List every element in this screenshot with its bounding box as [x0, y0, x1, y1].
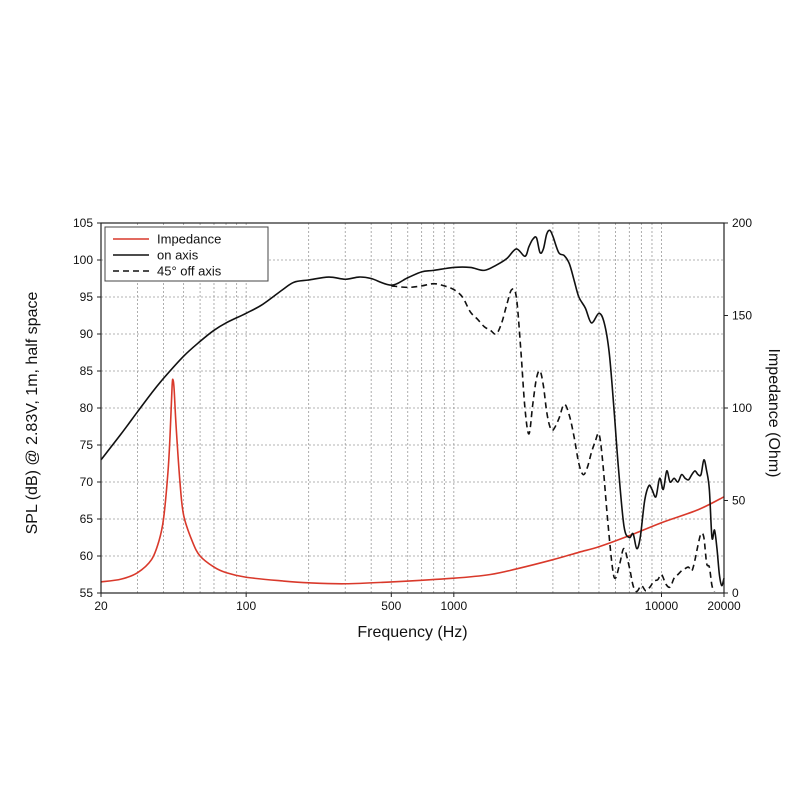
- x-tick-label: 20000: [707, 599, 741, 613]
- series-layer: [100, 229, 725, 593]
- y-tick-label: 65: [80, 512, 94, 526]
- legend-label-impedance: Impedance: [157, 232, 221, 247]
- x-axis-title: Frequency (Hz): [357, 624, 467, 641]
- y-axis-title: SPL (dB) @ 2.83V, 1m, half space: [24, 292, 41, 535]
- y-tick-label: 90: [80, 327, 94, 341]
- y2-tick-label: 50: [732, 494, 746, 508]
- series-impedance: [100, 378, 725, 585]
- legend-box: [104, 226, 269, 282]
- x-tick-label: 20: [94, 599, 108, 613]
- y-tick-label: 55: [80, 586, 94, 600]
- y-tick-label: 80: [80, 401, 94, 415]
- y2-axis-title: Impedance (Ohm): [765, 349, 782, 478]
- y-tick-label: 70: [80, 475, 94, 489]
- x-tick-label: 10000: [645, 599, 679, 613]
- y2-tick-label: 0: [732, 586, 739, 600]
- legend: Impedance on axis 45° off axis: [104, 226, 269, 282]
- legend-label-off-axis: 45° off axis: [157, 264, 222, 279]
- y2-tick-label: 150: [732, 309, 752, 323]
- x-tick-label: 500: [381, 599, 401, 613]
- x-tick-label: 1000: [440, 599, 467, 613]
- y-tick-label: 75: [80, 438, 94, 452]
- y-tick-label: 60: [80, 549, 94, 563]
- y-tick-label: 105: [73, 216, 93, 230]
- y2-tick-label: 200: [732, 216, 752, 230]
- series-on-axis: [100, 229, 725, 587]
- y2-tick-label: 100: [732, 401, 752, 415]
- tick-layer: 20 100 500 1000 10000 20000556065707580859095…: [73, 216, 752, 613]
- series-off-axis: [391, 282, 716, 593]
- x-tick-label: 100: [236, 599, 256, 613]
- legend-label-on-axis: on axis: [157, 248, 199, 263]
- y-tick-label: 95: [80, 290, 94, 304]
- y-tick-label: 100: [73, 253, 93, 267]
- y-tick-label: 85: [80, 364, 94, 378]
